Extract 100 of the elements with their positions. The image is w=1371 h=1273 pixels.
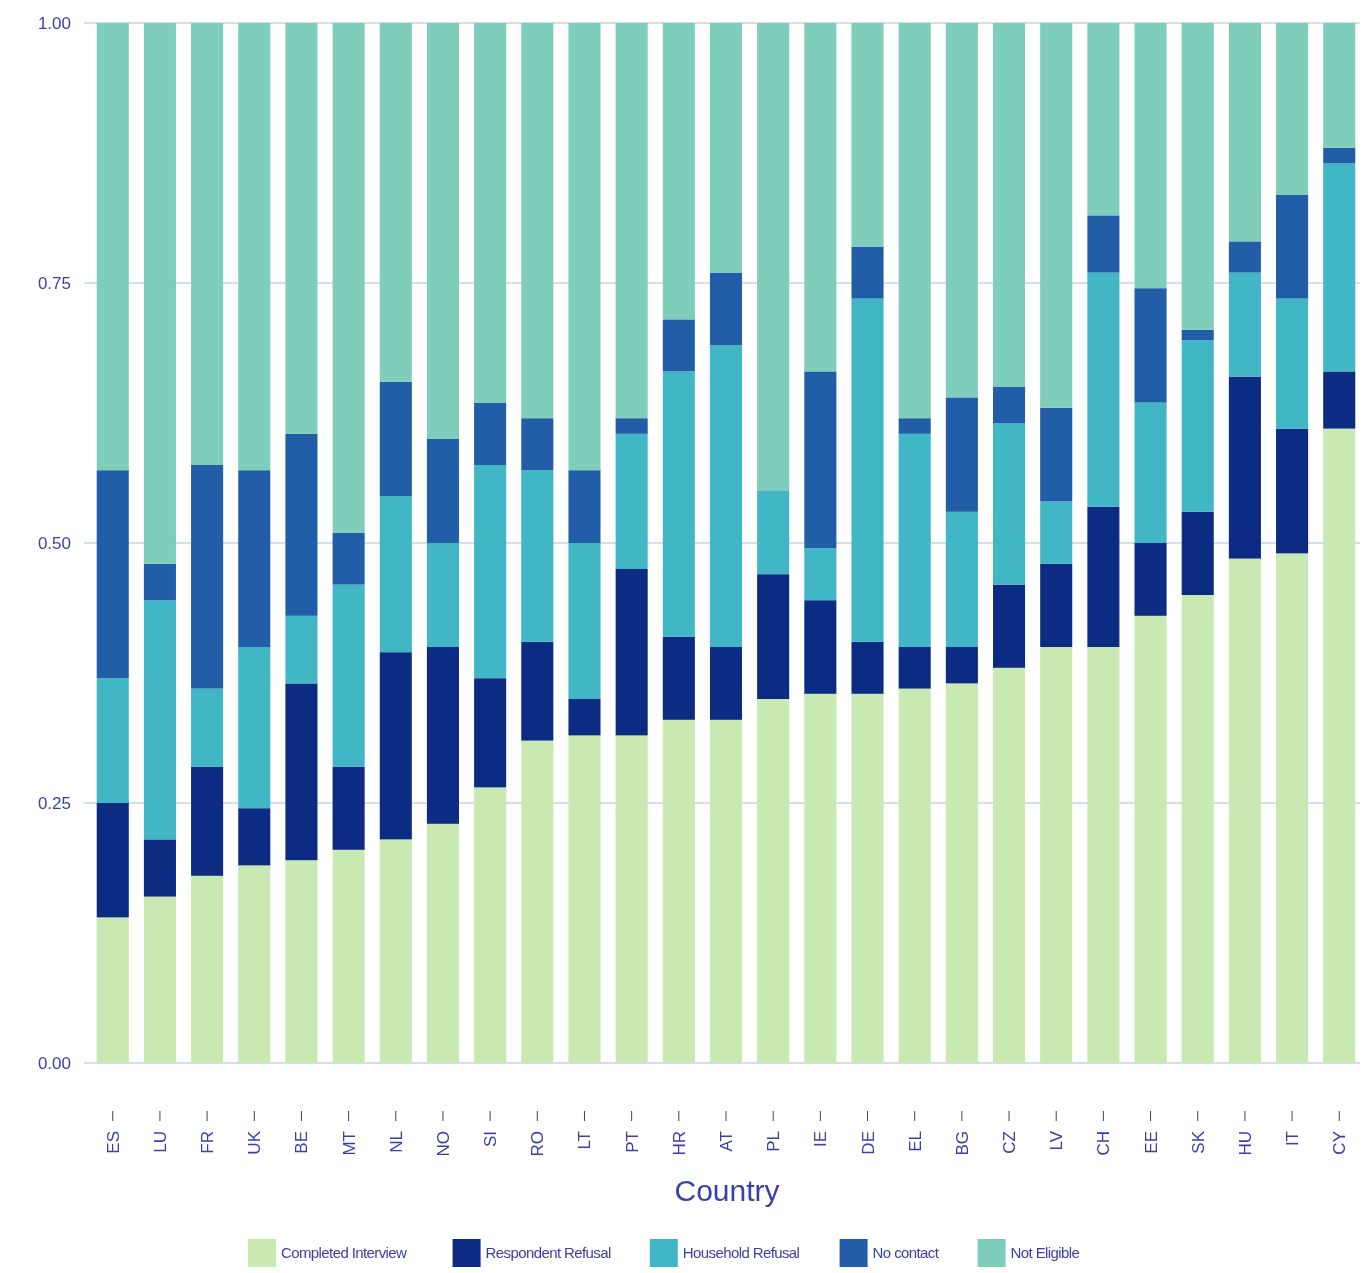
x-tick-label: NL [386, 1131, 406, 1153]
bar [1087, 647, 1120, 1063]
bar [191, 465, 224, 689]
bar [662, 636, 695, 720]
bar [474, 787, 507, 1063]
bar [379, 23, 412, 382]
y-tick-label: 1.00 [37, 14, 71, 33]
x-tick-label: SK [1188, 1130, 1208, 1154]
bar [191, 23, 224, 465]
bar [1087, 272, 1120, 507]
bar [804, 548, 837, 601]
legend-label: No contact [872, 1244, 940, 1261]
x-tick-label: PT [622, 1131, 642, 1153]
bar [143, 896, 176, 1063]
bar [143, 563, 176, 601]
bar [521, 23, 554, 419]
bar [379, 652, 412, 840]
bar [332, 849, 365, 1063]
bar [568, 470, 601, 543]
bar [474, 23, 507, 403]
bar [898, 688, 931, 1063]
bar [1040, 407, 1073, 502]
legend-label: Completed Interview [281, 1244, 408, 1261]
x-tick-label: ES [103, 1131, 123, 1154]
bar [945, 23, 978, 398]
bar [191, 766, 224, 876]
x-tick-label: CH [1094, 1131, 1114, 1156]
bar [757, 491, 790, 575]
bar [1134, 543, 1167, 616]
x-tick-label: EE [1141, 1131, 1161, 1154]
bar [757, 23, 790, 491]
bar [709, 345, 743, 647]
x-tick-label: LU [150, 1131, 170, 1153]
bar [1323, 23, 1356, 148]
bar [709, 719, 743, 1063]
bar [426, 23, 459, 439]
bar [521, 470, 554, 642]
x-tick-label: FR [198, 1131, 218, 1154]
bar [1040, 501, 1073, 564]
bar [1228, 241, 1261, 273]
bar [568, 23, 601, 471]
x-tick-label: SI [481, 1131, 501, 1148]
bar [96, 917, 129, 1063]
bar [1323, 371, 1356, 429]
bar [1087, 215, 1120, 273]
bar [757, 699, 790, 1063]
bar [332, 766, 365, 850]
y-tick-label: 0.00 [37, 1054, 71, 1073]
y-tick-label: 0.25 [37, 794, 71, 813]
bar [898, 418, 931, 434]
bar [474, 465, 507, 679]
bar [426, 647, 459, 824]
bar [1276, 298, 1309, 429]
x-tick-label: BG [952, 1131, 972, 1156]
bar [615, 735, 648, 1063]
x-tick-label: IE [811, 1131, 831, 1148]
bar [1181, 23, 1214, 330]
bar [1228, 23, 1261, 242]
bar [804, 600, 837, 694]
bar [521, 418, 554, 471]
bar [1276, 428, 1309, 554]
bar [851, 641, 884, 694]
bar [238, 647, 271, 809]
bar [1276, 194, 1309, 299]
bar [96, 678, 129, 803]
x-tick-label: HR [669, 1131, 689, 1156]
bar [143, 600, 176, 840]
bar [709, 23, 743, 273]
bar [1087, 23, 1120, 216]
bar [332, 532, 365, 585]
x-tick-label: CZ [1000, 1131, 1020, 1154]
bar [521, 740, 554, 1063]
bar [1323, 147, 1356, 164]
bar [945, 511, 978, 647]
bar [945, 647, 978, 684]
bar [662, 23, 695, 320]
bar [615, 23, 648, 419]
bar [1228, 558, 1261, 1063]
bar [1181, 511, 1214, 595]
x-tick-label: DE [858, 1131, 878, 1155]
bar [615, 433, 648, 569]
x-tick-label: LT [575, 1131, 595, 1150]
bar [662, 719, 695, 1063]
bar [96, 803, 129, 918]
bar [285, 683, 318, 861]
x-axis-title: Country [674, 1174, 780, 1207]
x-tick-label: EL [905, 1131, 925, 1152]
bar [898, 23, 931, 419]
bar [898, 433, 931, 647]
bar [96, 23, 129, 471]
bar [993, 23, 1026, 387]
x-tick-label: CY [1330, 1131, 1350, 1155]
bar [1181, 329, 1214, 341]
bar [1040, 563, 1073, 647]
bar [521, 641, 554, 741]
bar [379, 496, 412, 653]
bar [379, 839, 412, 1063]
bar [426, 439, 459, 543]
bar [426, 823, 459, 1063]
bar [285, 433, 318, 616]
